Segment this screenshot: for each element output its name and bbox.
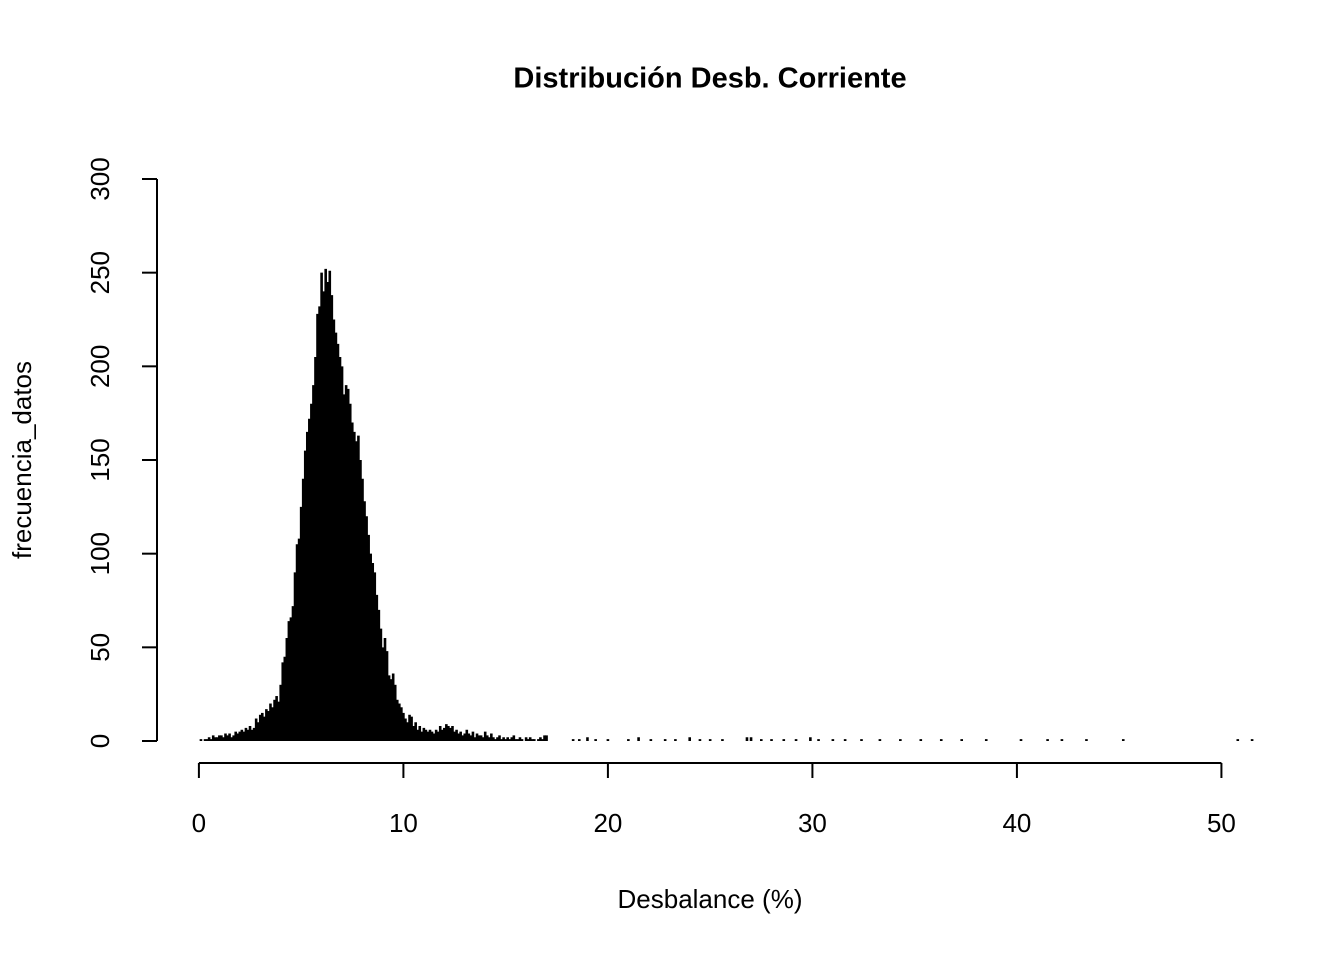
y-tick-label: 300: [85, 157, 115, 200]
x-tick-label: 0: [192, 808, 206, 838]
y-tick-label: 100: [85, 532, 115, 575]
x-tick-label: 40: [1002, 808, 1031, 838]
x-tick-label: 30: [798, 808, 827, 838]
x-axis-label: Desbalance (%): [618, 884, 803, 914]
y-tick-label: 200: [85, 345, 115, 388]
y-tick-label: 250: [85, 251, 115, 294]
y-tick-label: 0: [85, 734, 115, 748]
y-tick-label: 50: [85, 633, 115, 662]
y-axis-label: frecuencia_datos: [7, 361, 37, 559]
x-tick-label: 50: [1207, 808, 1236, 838]
x-tick-label: 20: [593, 808, 622, 838]
chart-title: Distribución Desb. Corriente: [513, 63, 906, 95]
x-tick-label: 10: [389, 808, 418, 838]
y-tick-label: 150: [85, 438, 115, 481]
